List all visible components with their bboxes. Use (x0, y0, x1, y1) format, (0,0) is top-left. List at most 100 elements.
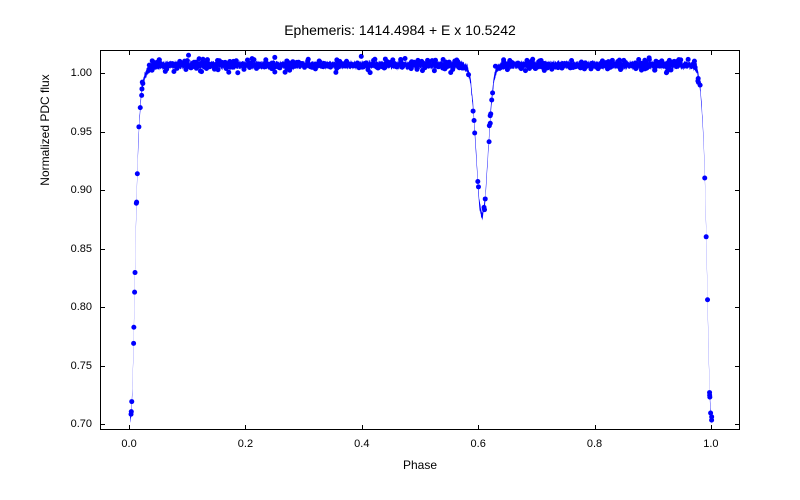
scatter-point (615, 62, 620, 67)
y-tick-label: 0.85 (58, 243, 92, 255)
y-tick-label: 0.95 (58, 126, 92, 138)
scatter-point (167, 62, 172, 67)
y-tick-mark (100, 249, 105, 250)
scatter-point (430, 58, 435, 63)
scatter-point (254, 66, 259, 71)
scatter-point (212, 67, 217, 72)
scatter-point (443, 60, 448, 65)
scatter-point (702, 176, 707, 181)
scatter-point (507, 58, 512, 63)
scatter-point (230, 65, 235, 70)
x-tick-mark (362, 50, 363, 55)
scatter-point (515, 61, 520, 66)
scatter-point (205, 57, 210, 62)
scatter-point (419, 59, 424, 64)
scatter-point (360, 65, 365, 70)
scatter-point (189, 65, 194, 70)
scatter-point (708, 411, 713, 416)
scatter-point (355, 61, 360, 66)
y-tick-mark (100, 424, 105, 425)
x-tick-mark (595, 50, 596, 55)
chart-title: Ephemeris: 1414.4984 + E x 10.5242 (0, 22, 800, 38)
scatter-point (210, 62, 215, 67)
scatter-point (523, 68, 528, 73)
y-tick-label: 0.80 (58, 301, 92, 313)
scatter-point (488, 111, 493, 116)
scatter-point (385, 59, 390, 64)
scatter-point (501, 57, 506, 62)
scatter-point (313, 66, 318, 71)
scatter-point (272, 70, 277, 75)
scatter-point (405, 63, 410, 68)
scatter-point (652, 68, 657, 73)
scatter-point (450, 67, 455, 72)
scatter-point (171, 69, 176, 74)
y-tick-mark (735, 307, 740, 308)
scatter-point (129, 409, 134, 414)
scatter-point (139, 93, 144, 98)
x-axis-label: Phase (100, 458, 740, 472)
scatter-point (455, 60, 460, 65)
scatter-point (302, 65, 307, 70)
scatter-point (248, 62, 253, 67)
y-tick-label: 0.75 (58, 360, 92, 372)
scatter-point (135, 171, 140, 176)
scatter-point (146, 67, 151, 72)
scatter-point (476, 184, 481, 189)
y-tick-label: 0.90 (58, 184, 92, 196)
scatter-point (684, 62, 689, 67)
scatter-point (382, 66, 387, 71)
scatter-point (569, 58, 574, 63)
scatter-point (305, 59, 310, 64)
x-tick-mark (478, 50, 479, 55)
x-tick-mark (245, 50, 246, 55)
x-tick-mark (711, 425, 712, 430)
scatter-point (245, 58, 250, 63)
scatter-point (235, 70, 240, 75)
plot-area (100, 50, 740, 430)
y-axis-label: Normalized PDC flux (38, 0, 52, 320)
y-tick-mark (735, 366, 740, 367)
scatter-point (217, 58, 222, 63)
scatter-point (707, 395, 712, 400)
scatter-point (588, 66, 593, 71)
y-tick-label: 0.70 (58, 418, 92, 430)
scatter-point (589, 61, 594, 66)
scatter-point (672, 59, 677, 64)
x-tick-label: 1.0 (703, 438, 718, 450)
scatter-point (131, 341, 136, 346)
scatter-point (540, 65, 545, 70)
scatter-point (490, 90, 495, 95)
scatter-point (690, 63, 695, 68)
scatter-point (198, 69, 203, 74)
y-tick-mark (100, 132, 105, 133)
scatter-point (659, 62, 664, 67)
scatter-point (347, 62, 352, 67)
x-tick-label: 0.0 (121, 438, 136, 450)
scatter-point (530, 59, 535, 64)
scatter-point (316, 62, 321, 67)
scatter-point (131, 325, 136, 330)
y-tick-mark (100, 73, 105, 74)
scatter-point (608, 65, 613, 70)
x-tick-label: 0.2 (238, 438, 253, 450)
scatter-point (483, 196, 488, 201)
scatter-point (533, 66, 538, 71)
scatter-point (489, 98, 494, 103)
x-tick-label: 0.4 (354, 438, 369, 450)
scatter-point (226, 70, 231, 75)
y-tick-mark (735, 190, 740, 191)
scatter-point (334, 66, 339, 71)
scatter-point (641, 66, 646, 71)
scatter-point (488, 121, 493, 126)
scatter-point (525, 58, 530, 63)
y-tick-mark (100, 366, 105, 367)
y-tick-mark (735, 424, 740, 425)
scatter-point (183, 67, 188, 72)
scatter-point (263, 57, 268, 62)
scatter-point (668, 67, 673, 72)
scatter-point (308, 64, 313, 69)
scatter-point (364, 60, 369, 65)
scatter-point (432, 68, 437, 73)
scatter-point (618, 66, 623, 71)
